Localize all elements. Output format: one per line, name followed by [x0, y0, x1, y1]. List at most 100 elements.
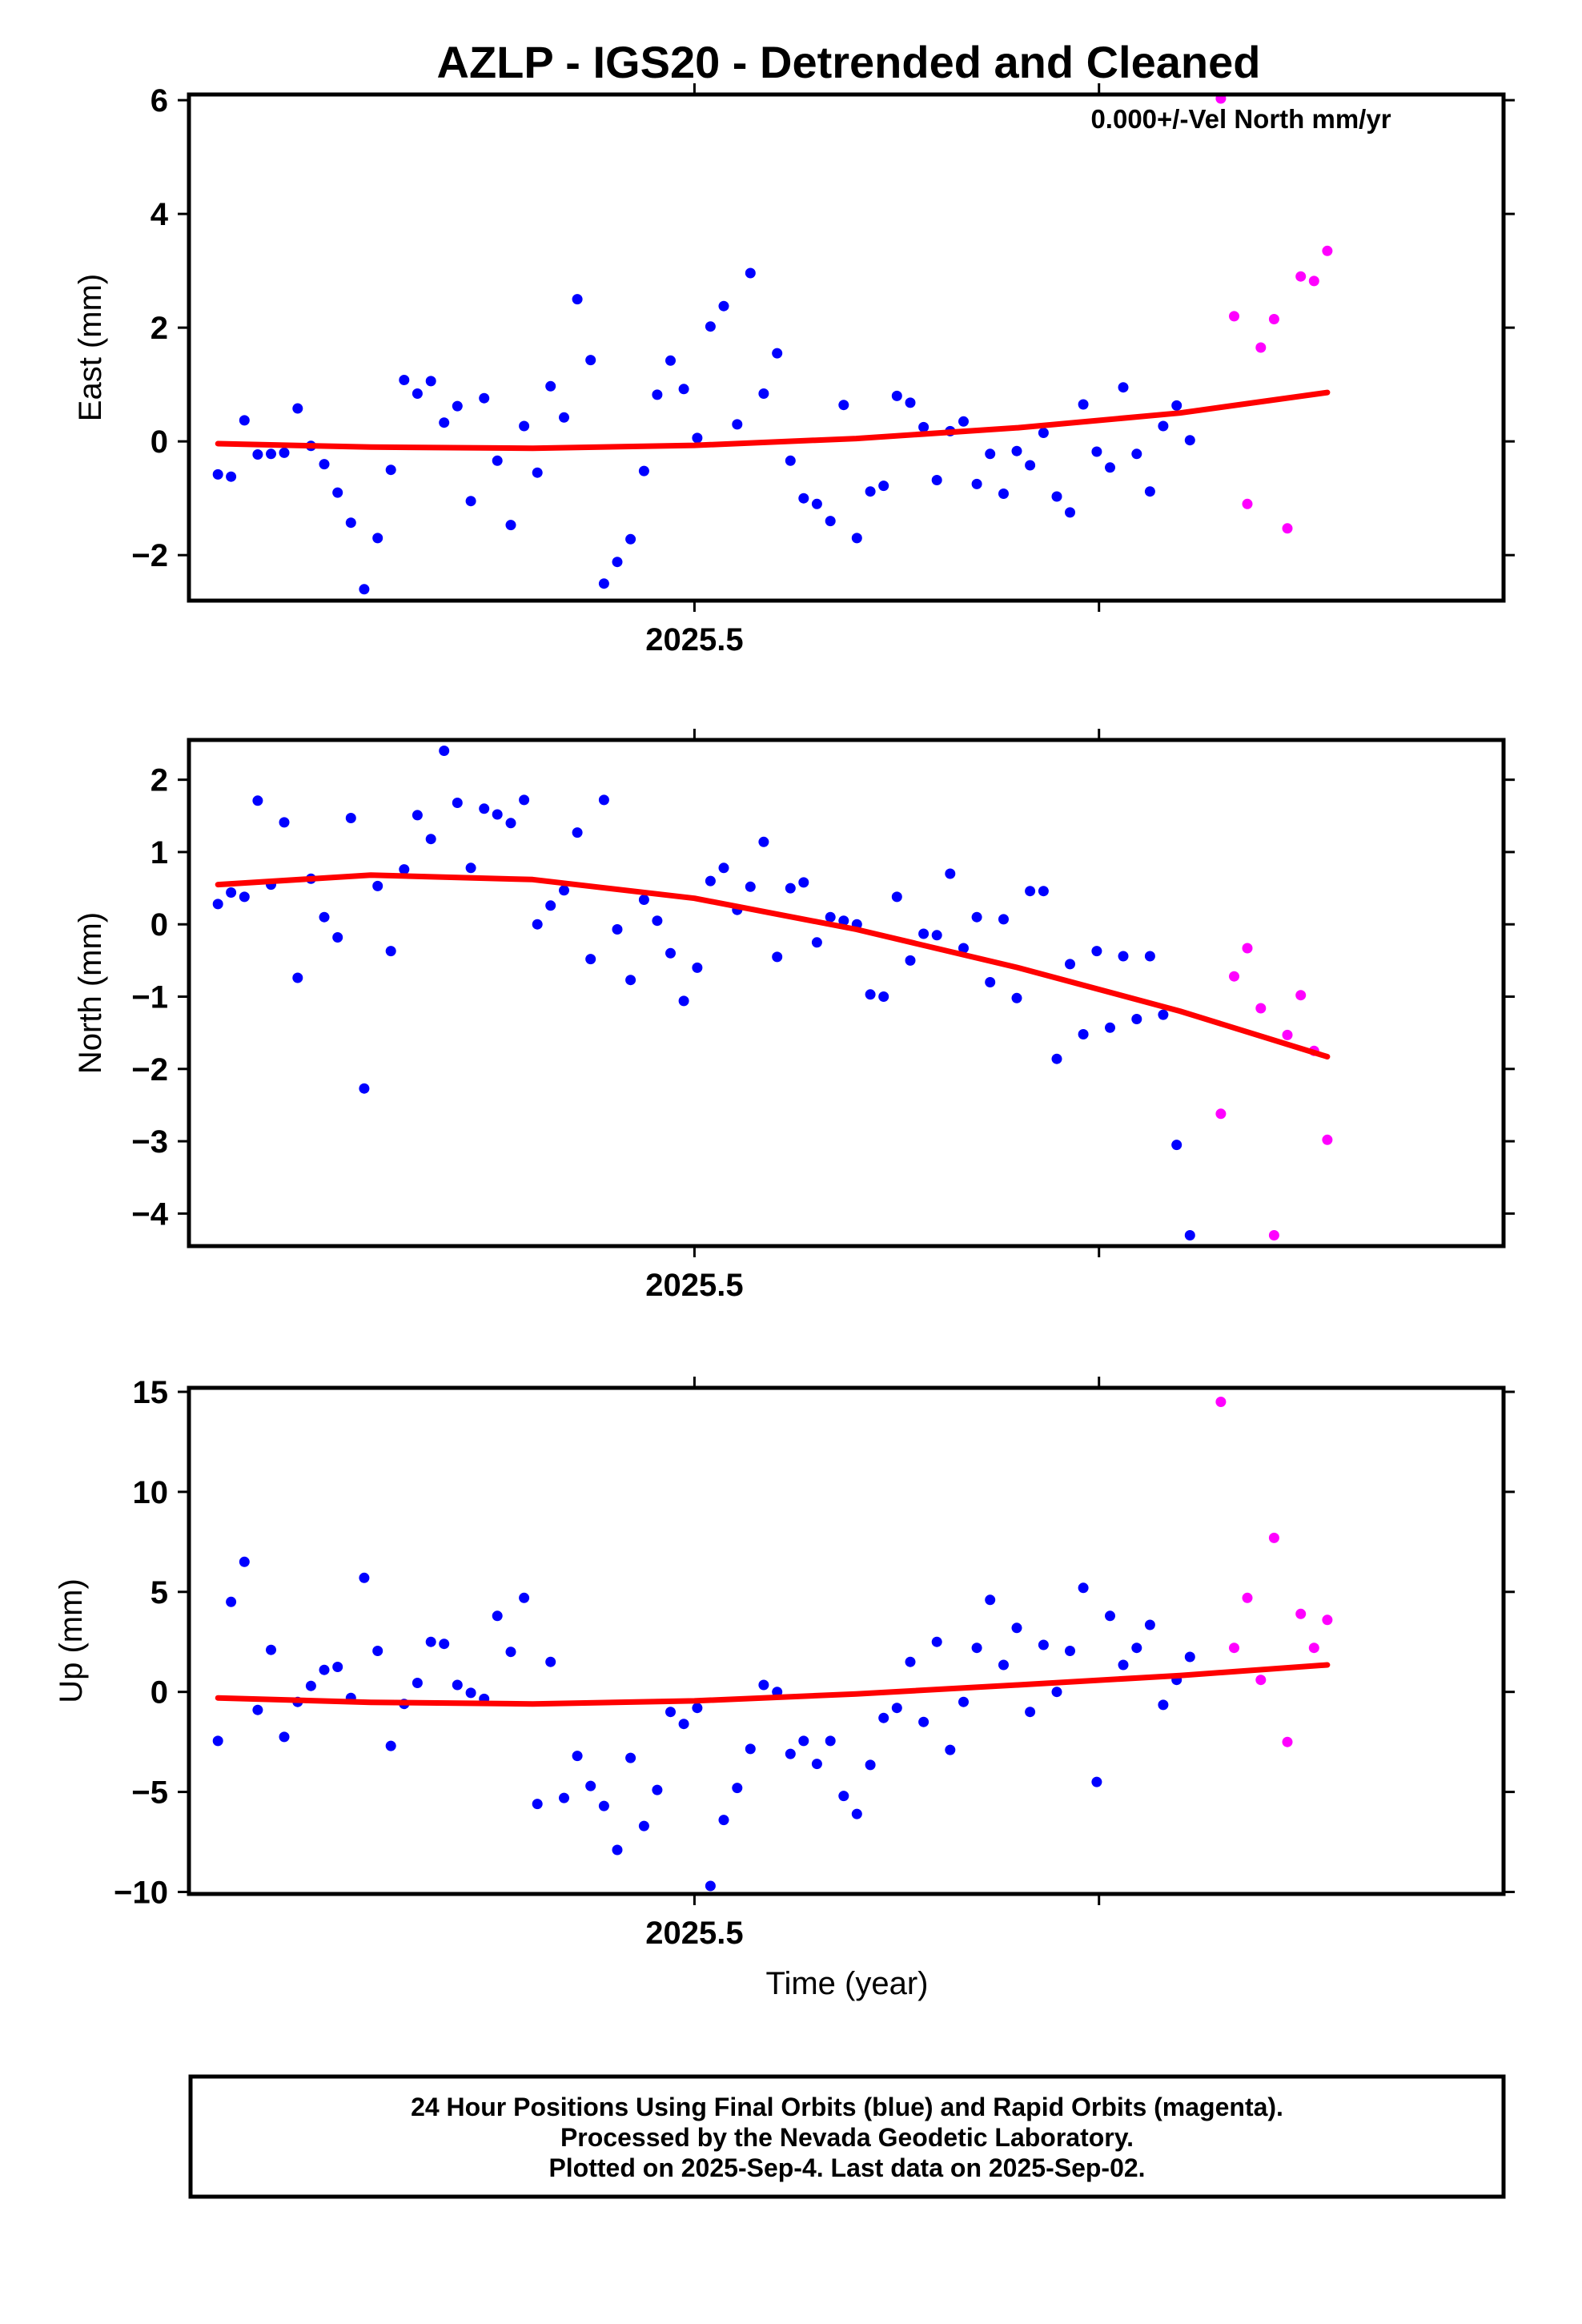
final-orbit-point-east	[718, 300, 729, 312]
final-orbit-point-north	[1131, 1014, 1142, 1024]
final-orbit-point-east	[985, 448, 996, 460]
final-orbit-point-north	[905, 955, 916, 966]
final-orbit-point-up	[1184, 1651, 1195, 1663]
ytick-label-north: −4	[131, 1196, 168, 1232]
final-orbit-point-north	[745, 881, 756, 892]
plot-area-east	[189, 94, 1504, 601]
rapid-orbit-point-north	[1322, 1134, 1333, 1145]
footer-line-1: 24 Hour Positions Using Final Orbits (bl…	[411, 2093, 1283, 2121]
final-orbit-point-up	[891, 1703, 902, 1714]
final-orbit-point-up	[905, 1656, 916, 1667]
final-orbit-point-up	[958, 1696, 969, 1707]
final-orbit-point-east	[532, 467, 543, 478]
final-orbit-point-north	[865, 989, 876, 1000]
final-orbit-point-up	[212, 1735, 223, 1747]
trend-line-east	[215, 389, 1331, 452]
final-orbit-point-up	[492, 1610, 503, 1622]
final-orbit-point-up	[505, 1647, 516, 1658]
final-orbit-point-north	[985, 977, 996, 987]
final-orbit-point-east	[212, 468, 223, 480]
final-orbit-point-north	[292, 972, 303, 983]
ytick-label-north: −3	[131, 1124, 168, 1160]
final-orbit-point-north	[572, 827, 583, 838]
final-orbit-point-north	[359, 1083, 370, 1094]
final-orbit-point-up	[851, 1808, 862, 1819]
final-orbit-point-up	[692, 1703, 703, 1714]
final-orbit-point-north	[692, 962, 703, 973]
final-orbit-point-up	[971, 1642, 982, 1654]
final-orbit-point-north	[998, 914, 1009, 925]
final-orbit-point-east	[1158, 420, 1169, 432]
ytick-label-east: 4	[151, 197, 169, 232]
final-orbit-point-north	[945, 868, 956, 879]
rapid-orbit-point-up	[1322, 1614, 1333, 1626]
final-orbit-point-north	[1065, 959, 1075, 970]
footer-line-3: Plotted on 2025-Sep-4. Last data on 2025…	[548, 2153, 1145, 2182]
final-orbit-point-east	[425, 376, 436, 387]
y-axis-label-east: East (mm)	[73, 274, 108, 421]
final-orbit-point-north	[638, 895, 649, 905]
ytick-label-up: 5	[151, 1575, 168, 1610]
final-orbit-point-up	[705, 1880, 716, 1892]
final-orbit-point-east	[1025, 460, 1036, 471]
rapid-orbit-point-north	[1282, 1029, 1293, 1040]
final-orbit-point-up	[372, 1646, 383, 1656]
final-orbit-point-north	[838, 915, 849, 927]
final-orbit-point-north	[1158, 1009, 1169, 1020]
final-orbit-point-north	[652, 915, 663, 927]
final-orbit-point-east	[1051, 491, 1062, 502]
final-orbit-point-up	[1091, 1776, 1102, 1787]
final-orbit-point-east	[1171, 400, 1182, 411]
final-orbit-point-up	[1078, 1582, 1089, 1594]
final-orbit-point-up	[452, 1679, 463, 1691]
footer-line-2: Processed by the Nevada Geodetic Laborat…	[560, 2123, 1134, 2152]
panel-north: −4 −3 −2 −1 0 1 2 2025.5 North (mm)	[73, 729, 1515, 1303]
final-orbit-point-north	[1118, 951, 1129, 962]
ytick-label-up: −10	[114, 1876, 168, 1911]
final-orbit-point-up	[465, 1687, 476, 1699]
final-orbit-point-east	[359, 584, 370, 595]
rapid-orbit-point-north	[1295, 990, 1307, 1001]
ytick-label-north: 2	[151, 763, 168, 798]
final-orbit-point-east	[292, 403, 303, 414]
final-orbit-point-up	[572, 1751, 583, 1762]
final-orbit-point-north	[279, 817, 290, 828]
final-orbit-point-east	[638, 465, 649, 476]
final-orbit-point-up	[319, 1664, 330, 1675]
rapid-orbit-point-east	[1229, 311, 1239, 322]
xtick-label-up: 2025.5	[645, 1916, 743, 1951]
panel-up: −10 −5 0 5 10 15 2025.5 Up (mm)	[54, 1375, 1515, 1951]
rapid-orbit-point-up	[1242, 1592, 1253, 1603]
final-orbit-point-east	[1105, 462, 1115, 473]
final-orbit-point-east	[865, 486, 876, 497]
final-orbit-point-up	[678, 1719, 689, 1730]
final-orbit-point-north	[1051, 1053, 1062, 1064]
final-orbit-point-east	[891, 390, 902, 401]
final-orbit-point-north	[399, 864, 410, 875]
frame-north	[187, 738, 1506, 1248]
final-orbit-point-north	[585, 954, 596, 965]
final-orbit-point-north	[665, 947, 676, 959]
panel-east: −2 0 2 4 6 2025.5 East (mm) 0.000+/-Vel North…	[73, 83, 1515, 657]
plot-area-up	[189, 1388, 1504, 1894]
final-orbit-point-up	[1131, 1642, 1142, 1654]
rapid-orbit-point-east	[1322, 245, 1333, 256]
final-orbit-point-east	[905, 397, 916, 408]
marks-east	[212, 93, 1333, 595]
ytick-label-east: 0	[151, 424, 168, 460]
final-orbit-point-up	[226, 1596, 237, 1607]
ticks-east: −2 0 2 4 6 2025.5	[131, 83, 1515, 657]
trend-line-up	[215, 1662, 1331, 1707]
final-orbit-point-up	[985, 1594, 996, 1606]
final-orbit-point-east	[745, 267, 756, 279]
final-orbit-point-up	[1025, 1707, 1036, 1718]
final-orbit-point-east	[479, 392, 490, 404]
final-orbit-point-east	[505, 520, 516, 531]
final-orbit-point-up	[665, 1707, 676, 1718]
final-orbit-point-north	[1144, 951, 1155, 962]
final-orbit-point-up	[918, 1716, 930, 1727]
final-orbit-point-north	[479, 803, 490, 814]
frame-east	[187, 92, 1506, 603]
ytick-label-north: −2	[131, 1052, 168, 1088]
final-orbit-point-up	[598, 1800, 609, 1811]
